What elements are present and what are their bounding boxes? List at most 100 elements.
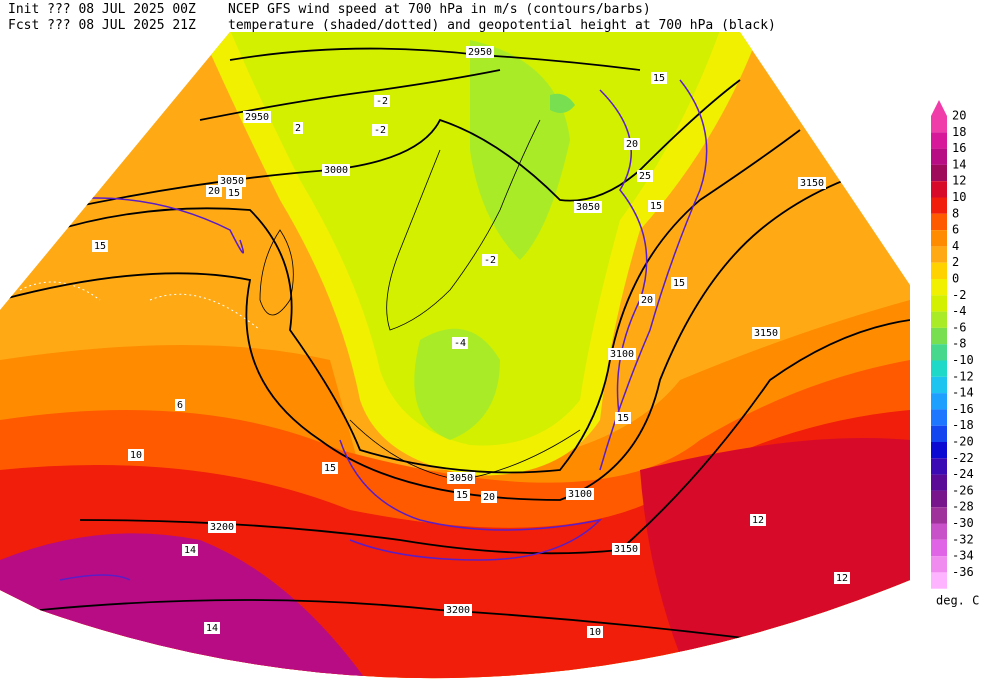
colorbar-swatch	[931, 181, 947, 198]
label-background	[208, 521, 236, 533]
wind-label: 15	[617, 413, 629, 424]
label-background	[293, 122, 303, 134]
temp-label: -2	[484, 255, 496, 266]
height-label: 3000	[324, 165, 348, 176]
colorbar-label: -12	[952, 369, 974, 383]
title-line-2: temperature (shaded/dotted) and geopoten…	[228, 18, 776, 33]
wind-label: 20	[208, 186, 220, 197]
height-label: 3150	[614, 544, 638, 555]
colorbar-label: -30	[952, 516, 974, 530]
label-background	[447, 472, 475, 484]
temp-label: 12	[836, 573, 848, 584]
colorbar-swatch	[931, 425, 947, 442]
colorbar-swatch	[931, 458, 947, 475]
colorbar-label: -6	[952, 320, 966, 334]
title-line-1: NCEP GFS wind speed at 700 hPa in m/s (c…	[228, 2, 651, 17]
colorbar-label: 2	[952, 255, 959, 269]
temp-label: -4	[454, 338, 466, 349]
colorbar-label: 8	[952, 206, 959, 220]
label-background	[175, 399, 185, 411]
colorbar-label: -20	[952, 435, 974, 449]
colorbar-swatch	[931, 507, 947, 524]
colorbar-swatch	[931, 164, 947, 182]
label-background	[834, 572, 850, 584]
colorbar-swatch	[931, 148, 947, 165]
colorbar-label: 4	[952, 239, 959, 253]
label-background	[444, 604, 472, 616]
colorbar-swatch	[931, 246, 947, 263]
wind-label: 15	[456, 490, 468, 501]
colorbar-label: 16	[952, 141, 966, 155]
colorbar-swatch	[931, 490, 947, 508]
wind-label: 15	[673, 278, 685, 289]
colorbar-swatch	[931, 376, 947, 394]
wind-label: 25	[639, 171, 651, 182]
height-label: 3050	[449, 473, 473, 484]
label-background	[482, 254, 498, 266]
wind-label: 15	[228, 188, 240, 199]
height-label: 3200	[446, 605, 470, 616]
label-background	[226, 187, 242, 199]
colorbar-swatch	[931, 230, 947, 247]
colorbar-swatch	[931, 132, 947, 149]
colorbar-swatch	[931, 279, 947, 296]
temp-label: 14	[206, 623, 218, 634]
wind-label: 20	[483, 492, 495, 503]
height-label: 2950	[245, 112, 269, 123]
label-background	[182, 544, 198, 556]
label-background	[466, 46, 494, 58]
colorbar-swatch	[931, 116, 947, 133]
label-background	[639, 294, 655, 306]
colorbar-label: -26	[952, 483, 974, 497]
colorbar-label: 10	[952, 190, 966, 204]
colorbar-label: -28	[952, 500, 974, 514]
temp-label: 6	[177, 400, 183, 411]
height-label: 2950	[468, 47, 492, 58]
colorbar-swatch	[931, 393, 947, 410]
label-background	[206, 185, 222, 197]
label-background	[218, 175, 246, 187]
colorbar-label: -8	[952, 337, 966, 351]
colorbar-label: -32	[952, 532, 974, 546]
colorbar-swatch	[931, 295, 947, 312]
colorbar-swatch	[931, 572, 947, 589]
height-label: 3150	[754, 328, 778, 339]
temp-label: 10	[130, 450, 142, 461]
colorbar-swatch	[931, 523, 947, 540]
height-contours	[0, 47, 910, 641]
colorbar-swatch	[931, 409, 947, 426]
label-background	[637, 170, 653, 182]
init-time: Init ??? 08 JUL 2025 00Z	[8, 2, 196, 17]
label-background	[752, 327, 780, 339]
colorbar-label: -24	[952, 467, 974, 481]
label-background	[128, 449, 144, 461]
label-background	[651, 72, 667, 84]
label-background	[322, 164, 350, 176]
label-background	[204, 622, 220, 634]
colorbar-swatch	[931, 344, 947, 361]
colorbar-label: -10	[952, 353, 974, 367]
label-background	[608, 348, 636, 360]
colorbar-label: -18	[952, 418, 974, 432]
label-background	[566, 488, 594, 500]
colorbar-label: -36	[952, 565, 974, 579]
label-background	[372, 124, 388, 136]
label-background	[615, 412, 631, 424]
height-label: 3200	[210, 522, 234, 533]
forecast-time: Fcst ??? 08 JUL 2025 21Z	[8, 18, 196, 33]
wind-label: 15	[653, 73, 665, 84]
label-background	[374, 95, 390, 107]
colorbar-label: 0	[952, 272, 959, 286]
label-background	[243, 111, 271, 123]
colorbar-extend	[931, 100, 947, 116]
temp-label: 12	[752, 515, 764, 526]
label-background	[322, 462, 338, 474]
label-background	[454, 489, 470, 501]
temp-label: -2	[376, 96, 388, 107]
label-background	[481, 491, 497, 503]
height-label: 3100	[568, 489, 592, 500]
temp-label: -2	[374, 125, 386, 136]
temp-label: 10	[589, 627, 601, 638]
label-background	[452, 337, 468, 349]
